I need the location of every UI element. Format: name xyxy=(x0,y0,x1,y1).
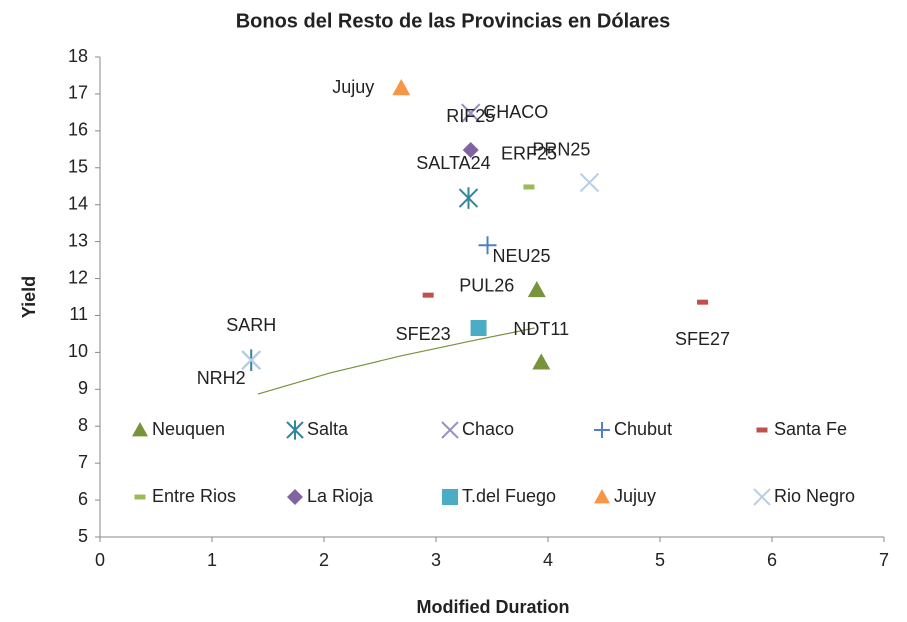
data-point xyxy=(579,172,600,193)
data-point xyxy=(470,320,487,337)
data-label: NRH2 xyxy=(197,368,246,388)
legend-label: Neuquen xyxy=(152,419,225,439)
x-tick-label: 0 xyxy=(95,550,105,570)
data-point xyxy=(532,353,551,370)
legend-item: Chubut xyxy=(594,419,672,439)
y-tick-label: 8 xyxy=(78,415,88,435)
x-tick-label: 2 xyxy=(319,550,329,570)
data-label: PRN25 xyxy=(532,139,590,159)
y-tick-label: 9 xyxy=(78,378,88,398)
legend-marker xyxy=(132,422,148,437)
data-point xyxy=(462,142,479,159)
data-label: RIF25 xyxy=(446,106,495,126)
y-tick-label: 12 xyxy=(68,267,88,287)
data-point xyxy=(523,184,535,190)
legend-item: Rio Negro xyxy=(753,486,855,506)
data-point xyxy=(478,236,497,255)
data-label: SFE27 xyxy=(675,329,730,349)
data-point xyxy=(461,103,481,123)
data-label: SALTA24 xyxy=(416,153,490,173)
x-axis-label: Modified Duration xyxy=(417,597,570,617)
legend-label: T.del Fuego xyxy=(462,486,556,506)
x-tick-label: 1 xyxy=(207,550,217,570)
legend-item: La Rioja xyxy=(287,486,374,506)
legend-item: Santa Fe xyxy=(756,419,847,439)
data-point xyxy=(392,79,411,96)
y-tick-label: 16 xyxy=(68,120,88,140)
legend-marker xyxy=(594,422,610,438)
y-tick-label: 15 xyxy=(68,157,88,177)
legend-label: Entre Rios xyxy=(152,486,236,506)
legend-marker xyxy=(442,489,458,505)
x-tick-label: 7 xyxy=(879,550,889,570)
y-tick-label: 7 xyxy=(78,452,88,472)
data-label: SARH xyxy=(226,315,276,335)
x-tick-label: 5 xyxy=(655,550,665,570)
data-point xyxy=(697,299,709,305)
legend-marker xyxy=(594,489,610,504)
legend-item: Entre Rios xyxy=(134,486,236,506)
y-tick-label: 13 xyxy=(68,230,88,250)
legend-label: Chubut xyxy=(614,419,672,439)
data-point xyxy=(458,187,479,209)
y-tick-label: 10 xyxy=(68,341,88,361)
trendline xyxy=(257,327,535,395)
x-tick-label: 4 xyxy=(543,550,553,570)
legend-label: Santa Fe xyxy=(774,419,847,439)
data-label: ERF25 xyxy=(501,144,557,164)
x-tick-label: 6 xyxy=(767,550,777,570)
legend-label: La Rioja xyxy=(307,486,374,506)
legend-label: Jujuy xyxy=(614,486,656,506)
legend-label: Chaco xyxy=(462,419,514,439)
data-label: Jujuy xyxy=(332,77,374,97)
data-label: SFE23 xyxy=(396,324,451,344)
legend-item: Chaco xyxy=(441,419,514,439)
legend-label: Salta xyxy=(307,419,349,439)
legend-item: Jujuy xyxy=(594,486,656,506)
legend-marker xyxy=(134,494,146,500)
legend-marker xyxy=(286,420,304,440)
data-point xyxy=(422,292,434,298)
chart-title: Bonos del Resto de las Provincias en Dól… xyxy=(236,10,671,32)
legend-item: Neuquen xyxy=(132,419,225,439)
legend-marker xyxy=(287,489,303,505)
data-point xyxy=(527,280,546,298)
y-tick-label: 18 xyxy=(68,46,88,66)
legend-label: Rio Negro xyxy=(774,486,855,506)
legend-item: Salta xyxy=(286,419,349,440)
y-tick-label: 6 xyxy=(78,489,88,509)
legend-item: T.del Fuego xyxy=(442,486,556,506)
y-tick-label: 17 xyxy=(68,83,88,103)
x-tick-label: 3 xyxy=(431,550,441,570)
y-axis-label: Yield xyxy=(19,276,39,318)
data-label: NEU25 xyxy=(493,246,551,266)
data-label: PUL26 xyxy=(459,276,514,296)
data-point xyxy=(241,350,261,370)
data-label: NDT11 xyxy=(513,319,569,339)
data-label: CHACO xyxy=(483,102,548,122)
legend-marker xyxy=(753,488,771,506)
y-tick-label: 5 xyxy=(78,526,88,546)
legend-marker xyxy=(756,427,768,433)
y-tick-label: 14 xyxy=(68,193,88,213)
y-tick-label: 11 xyxy=(69,304,88,324)
legend-marker xyxy=(441,421,459,439)
